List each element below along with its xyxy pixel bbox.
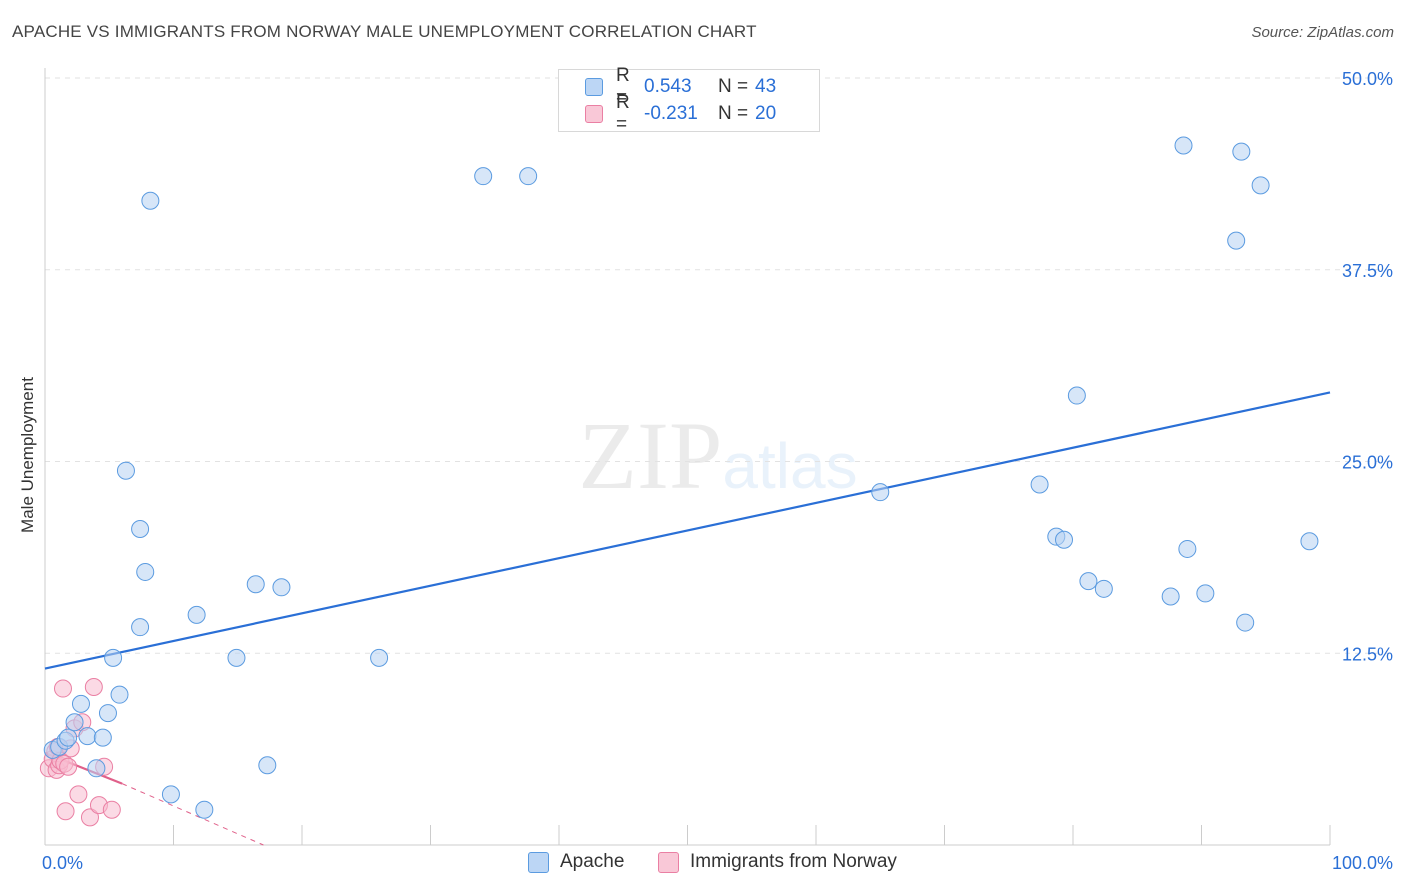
- apache-point: [1300, 532, 1319, 551]
- apache-point: [258, 756, 277, 775]
- x-tick-label: 0.0%: [42, 853, 83, 873]
- legend-r-label: R =: [616, 92, 630, 135]
- apache-point: [1196, 584, 1215, 603]
- apache-point: [71, 694, 90, 713]
- apache-point: [59, 728, 78, 747]
- chart-title: APACHE VS IMMIGRANTS FROM NORWAY MALE UN…: [12, 22, 757, 41]
- legend-n-value: 43: [755, 76, 777, 97]
- apache-point: [195, 800, 214, 819]
- bottom-legend: Apache Immigrants from Norway: [0, 851, 1406, 877]
- apache-point: [187, 605, 206, 624]
- norway-trend-extension: [121, 783, 264, 846]
- legend-item-apache: Apache: [528, 851, 624, 873]
- apache-point: [65, 713, 84, 732]
- apache-point: [87, 759, 106, 778]
- norway-point: [102, 800, 121, 819]
- legend-n-value: 20: [755, 103, 777, 124]
- legend-n-label: N =: [718, 76, 749, 97]
- apache-point: [98, 704, 117, 723]
- apache-trend-line: [44, 391, 1331, 670]
- legend-r-value: -0.231: [644, 103, 698, 124]
- legend-item-norway: Immigrants from Norway: [658, 851, 897, 873]
- apache-point: [1067, 386, 1086, 405]
- y-tick-label: 50.0%: [1342, 69, 1393, 89]
- norway-point: [84, 677, 103, 696]
- apache-point: [519, 167, 538, 186]
- apache-point: [474, 167, 493, 186]
- apache-point: [93, 728, 112, 747]
- apache-point: [1079, 572, 1098, 591]
- source-label: Source: ZipAtlas.com: [1251, 24, 1394, 41]
- legend-row-norway: R = -0.231 N = 20: [585, 92, 777, 135]
- y-tick-label: 12.5%: [1342, 644, 1393, 664]
- apache-point: [1236, 613, 1255, 632]
- apache-point: [110, 685, 129, 704]
- apache-point: [1094, 579, 1113, 598]
- grid-lines: [45, 77, 1392, 654]
- norway-point: [56, 802, 75, 821]
- legend-row-apache: R = 0.543 N = 43: [585, 65, 777, 108]
- apache-point: [136, 562, 155, 581]
- legend-swatch-apache: [528, 851, 549, 873]
- legend-swatch-norway: [585, 105, 603, 123]
- watermark-zip: ZIP: [578, 402, 722, 509]
- legend-label-apache: Apache: [560, 851, 625, 872]
- y-tick-label: 25.0%: [1342, 453, 1393, 473]
- apache-point: [871, 483, 890, 502]
- y-tick-label: 37.5%: [1342, 261, 1393, 281]
- apache-point: [161, 785, 180, 804]
- legend-n-label: N =: [718, 103, 749, 124]
- norway-point: [80, 808, 99, 827]
- apache-point: [1030, 475, 1049, 494]
- apache-point: [1174, 136, 1193, 155]
- apache-point: [227, 648, 246, 667]
- apache-point: [246, 575, 265, 594]
- apache-point: [370, 648, 389, 667]
- tick-labels: 12.5% 25.0% 37.5% 50.0% 0.0% 100.0%: [42, 69, 1393, 873]
- apache-points: [43, 136, 1319, 819]
- apache-point: [1251, 176, 1270, 195]
- norway-point: [69, 785, 88, 804]
- apache-point: [131, 519, 150, 538]
- apache-point: [1227, 231, 1246, 250]
- apache-point: [1178, 539, 1197, 558]
- apache-point: [1161, 587, 1180, 606]
- apache-point: [116, 461, 135, 480]
- legend-box: R = 0.543 N = 43 R = -0.231 N = 20: [558, 65, 820, 135]
- apache-point: [272, 578, 291, 597]
- watermark-atlas: atlas: [722, 430, 857, 502]
- apache-point: [141, 191, 160, 210]
- apache-point: [1055, 530, 1074, 549]
- apache-point: [131, 618, 150, 637]
- legend-swatch-apache: [585, 78, 603, 96]
- legend-r-label: R =: [616, 65, 630, 108]
- norway-point: [53, 679, 72, 698]
- apache-point: [78, 727, 97, 746]
- legend-r-value: 0.543: [644, 76, 692, 97]
- legend-label-norway: Immigrants from Norway: [690, 851, 897, 872]
- legend-swatch-norway: [658, 851, 679, 873]
- apache-point: [104, 648, 123, 667]
- axes: [44, 68, 1331, 846]
- watermark: ZIPatlas: [578, 402, 857, 509]
- apache-point: [1232, 142, 1251, 161]
- x-tick-label: 100.0%: [1332, 853, 1393, 873]
- norway-point: [59, 757, 78, 776]
